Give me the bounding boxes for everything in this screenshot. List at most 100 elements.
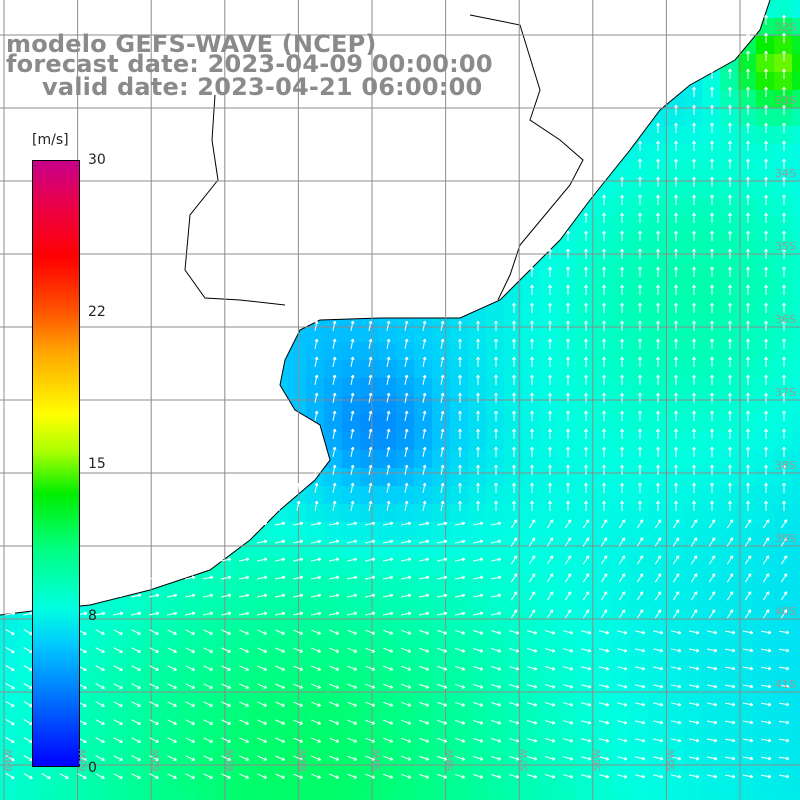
wind-speed-cell (486, 558, 505, 577)
wind-speed-cell (684, 558, 703, 577)
wind-arrow-head (710, 248, 714, 252)
wind-speed-cell (720, 630, 739, 649)
wind-speed-cell (558, 396, 577, 415)
wind-speed-cell (162, 738, 181, 757)
wind-arrow-head (674, 122, 678, 126)
wind-speed-cell (306, 342, 325, 361)
wind-speed-cell (540, 414, 559, 433)
wind-speed-cell (630, 414, 649, 433)
wind-speed-cell (756, 792, 775, 800)
wind-speed-cell (720, 558, 739, 577)
wind-arrow-head (728, 194, 732, 198)
wind-arrow-head (764, 68, 768, 72)
wind-speed-cell (648, 612, 667, 631)
wind-speed-cell (720, 594, 739, 613)
wind-speed-cell (468, 360, 487, 379)
wind-speed-cell (468, 558, 487, 577)
lat-label: 41S (775, 678, 796, 691)
wind-arrow-head (602, 302, 606, 306)
wind-speed-cell (738, 162, 757, 181)
wind-arrow-head (692, 140, 696, 144)
wind-speed-cell (756, 54, 775, 73)
wind-speed-cell (720, 738, 739, 757)
wind-speed-cell (666, 306, 685, 325)
wind-speed-cell (288, 738, 307, 757)
wind-arrow-head (602, 284, 606, 288)
wind-speed-cell (522, 504, 541, 523)
wind-arrow-head (746, 122, 750, 126)
wind-speed-cell (702, 504, 721, 523)
wind-speed-cell (774, 36, 793, 55)
wind-speed-cell (144, 612, 163, 631)
wind-speed-cell (702, 414, 721, 433)
wind-speed-cell (540, 342, 559, 361)
wind-speed-cell (90, 774, 109, 793)
wind-arrow (368, 321, 372, 331)
wind-speed-cell (738, 540, 757, 559)
wind-arrow-head (566, 320, 570, 324)
wind-speed-cell (108, 792, 127, 800)
wind-speed-cell (504, 360, 523, 379)
wind-speed-cell (504, 738, 523, 757)
wind-speed-cell (288, 540, 307, 559)
wind-speed-cell (306, 396, 325, 415)
wind-speed-cell (594, 198, 613, 217)
wind-speed-cell (684, 774, 703, 793)
wind-speed-cell (90, 702, 109, 721)
wind-speed-cell (378, 342, 397, 361)
wind-speed-cell (540, 738, 559, 757)
wind-speed-cell (738, 792, 757, 800)
wind-speed-cell (396, 378, 415, 397)
wind-speed-cell (306, 378, 325, 397)
wind-speed-cell (522, 396, 541, 415)
wind-arrow-head (602, 248, 606, 252)
wind-speed-cell (342, 504, 361, 523)
wind-arrow-head (566, 302, 570, 306)
wind-speed-cell (774, 684, 793, 703)
wind-speed-cell (342, 630, 361, 649)
wind-speed-cell (738, 450, 757, 469)
wind-speed-cell (306, 540, 325, 559)
wind-speed-cell (468, 396, 487, 415)
wind-speed-cell (288, 612, 307, 631)
wind-speed-cell (594, 396, 613, 415)
wind-speed-cell (486, 720, 505, 739)
wind-speed-cell (396, 612, 415, 631)
wind-speed-cell (684, 666, 703, 685)
wind-arrow-head (656, 140, 660, 144)
wind-speed-cell (468, 522, 487, 541)
wind-speed-cell (576, 702, 595, 721)
wind-speed-cell (792, 396, 800, 415)
wind-speed-cell (738, 108, 757, 127)
wind-arrow-head (710, 230, 714, 234)
wind-speed-cell (792, 252, 800, 271)
wind-speed-cell (198, 792, 217, 800)
wind-speed-cell (468, 666, 487, 685)
wind-speed-cell (576, 666, 595, 685)
wind-speed-cell (630, 540, 649, 559)
wind-speed-cell (612, 252, 631, 271)
wind-speed-cell (612, 198, 631, 217)
wind-speed-cell (180, 738, 199, 757)
wind-speed-cell (270, 720, 289, 739)
wind-speed-cell (324, 522, 343, 541)
wind-speed-cell (288, 648, 307, 667)
wind-speed-cell (396, 432, 415, 451)
wind-speed-cell (612, 540, 631, 559)
wind-speed-cell (684, 504, 703, 523)
wind-speed-cell (450, 738, 469, 757)
wind-speed-cell (324, 378, 343, 397)
wind-speed-cell (396, 576, 415, 595)
wind-speed-cell (144, 702, 163, 721)
wind-speed-cell (648, 306, 667, 325)
wind-speed-cell (738, 216, 757, 235)
wind-speed-cell (702, 684, 721, 703)
wind-speed-cell (702, 396, 721, 415)
wind-speed-cell (738, 612, 757, 631)
wind-speed-cell (738, 774, 757, 793)
wind-speed-cell (612, 522, 631, 541)
wind-arrow-head (620, 266, 624, 270)
wind-speed-cell (144, 774, 163, 793)
wind-arrow-head (728, 86, 732, 90)
wind-speed-cell (522, 630, 541, 649)
